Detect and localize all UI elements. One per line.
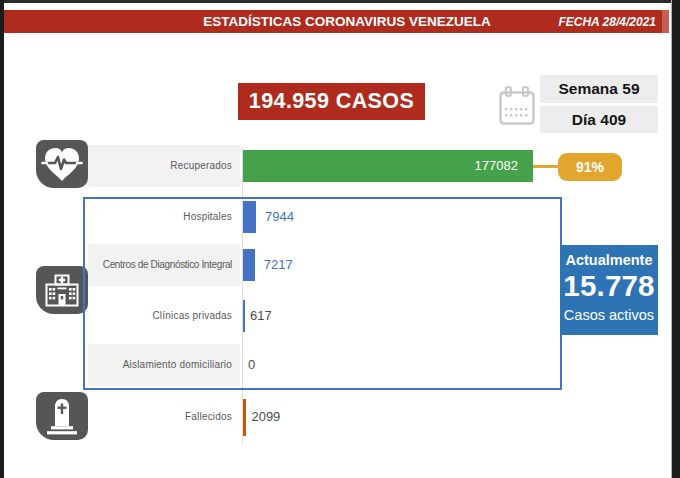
total-cases-box: 194.959 CASOS bbox=[238, 83, 425, 120]
bar-fallecidos bbox=[243, 399, 246, 436]
banner-highlight bbox=[662, 10, 669, 33]
recovered-heart-icon bbox=[36, 140, 88, 188]
value-fallecidos: 2099 bbox=[251, 409, 280, 425]
dashboard: ESTADÍSTICAS CORONAVIRUS VENEZUELA FECHA… bbox=[0, 0, 680, 478]
active-cases-value: 15.778 bbox=[563, 269, 654, 303]
total-cases-value: 194.959 CASOS bbox=[249, 89, 414, 114]
calendar-icon bbox=[497, 84, 537, 130]
active-cases-box: Actualmente 15.778 Casos activos bbox=[560, 245, 658, 335]
recovered-percent-badge: 91% bbox=[558, 153, 622, 181]
screen-edge-top bbox=[0, 0, 680, 3]
date-label: FECHA 28/4/2021 bbox=[558, 15, 656, 29]
hospital-icon bbox=[36, 266, 88, 314]
week-label: Semana 59 bbox=[559, 80, 640, 98]
active-cases-heading: Actualmente bbox=[565, 252, 652, 268]
badge-connector bbox=[533, 165, 558, 168]
row-label-fallecidos: Fallecidos bbox=[185, 410, 232, 424]
active-cases-caption: Casos activos bbox=[564, 307, 654, 323]
day-label: Día 409 bbox=[572, 111, 626, 129]
screen-edge-left bbox=[0, 0, 4, 478]
value-recuperados: 177082 bbox=[243, 150, 518, 182]
recovered-percent: 91% bbox=[576, 159, 604, 175]
hospital-group-outline bbox=[83, 197, 562, 390]
row-label-recuperados: Recuperados bbox=[170, 159, 232, 173]
screen-edge-right bbox=[671, 0, 680, 478]
date-label-wrap: FECHA 28/4/2021 bbox=[4, 10, 662, 33]
day-box: Día 409 bbox=[540, 106, 658, 133]
tombstone-icon bbox=[36, 392, 88, 440]
week-box: Semana 59 bbox=[540, 75, 658, 103]
